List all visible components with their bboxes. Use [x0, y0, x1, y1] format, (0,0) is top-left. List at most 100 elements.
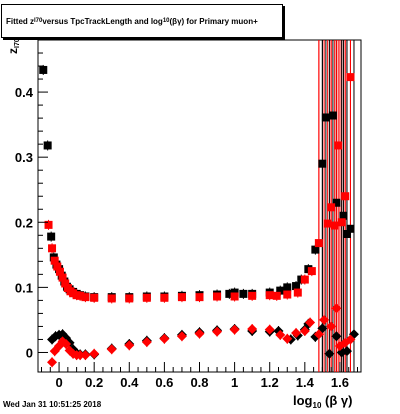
- y-axis-label-main: z: [6, 48, 20, 54]
- y-axis-ticks: 0 0.1 0.2 0.3 0.4: [15, 39, 48, 360]
- y-tick-label: 0: [26, 345, 33, 360]
- square-marker: [195, 293, 204, 302]
- square-marker: [107, 294, 116, 303]
- square-marker: [276, 286, 285, 295]
- diamond-marker: [229, 324, 240, 335]
- square-marker: [225, 289, 234, 298]
- square-marker: [81, 293, 90, 302]
- square-marker: [330, 221, 339, 230]
- square-marker: [265, 291, 274, 300]
- diamond-marker: [61, 339, 72, 350]
- square-marker: [321, 113, 330, 122]
- square-marker: [314, 239, 323, 248]
- square-marker: [323, 219, 332, 228]
- square-marker: [58, 273, 67, 282]
- diamond-marker: [324, 348, 335, 359]
- square-marker: [160, 293, 169, 302]
- chart-title-mid: versus TpcTrackLength and log: [42, 16, 163, 26]
- x-axis-label-post: (β γ): [321, 393, 353, 408]
- x-axis-label: log10 (β γ): [293, 393, 352, 410]
- x-axis-label-pre: log: [293, 393, 313, 408]
- square-marker: [213, 292, 222, 301]
- square-marker: [337, 218, 346, 227]
- y-tick-label: 0.4: [15, 85, 34, 100]
- square-marker: [334, 141, 343, 150]
- square-marker: [293, 288, 302, 297]
- diamond-marker: [299, 325, 310, 336]
- square-marker: [43, 141, 52, 150]
- diamond-marker: [106, 344, 117, 355]
- x-tick-label: 0.6: [155, 375, 173, 390]
- square-marker: [342, 229, 351, 238]
- diamond-marker: [326, 321, 337, 332]
- square-marker: [346, 224, 355, 233]
- square-marker: [50, 256, 59, 265]
- diamond-marker: [159, 333, 170, 344]
- square-marker: [307, 267, 316, 276]
- square-marker: [48, 244, 57, 253]
- diamond-marker: [47, 357, 58, 368]
- chart-title-sub2: 10: [162, 18, 170, 24]
- x-tick-label: 0.8: [190, 375, 208, 390]
- square-marker: [272, 291, 281, 300]
- x-axis-ticks: 0 0.2 0.4 0.6 0.8 1 1.2 1.4 1.6: [41, 362, 358, 390]
- y-tick-label: 0.3: [15, 150, 33, 165]
- square-marker: [248, 291, 257, 300]
- diamond-marker: [345, 334, 356, 345]
- diamond-marker: [89, 348, 100, 359]
- diamond-marker: [75, 350, 86, 361]
- chart-title-pre: Fitted z: [6, 16, 34, 26]
- x-tick-label: 0: [55, 375, 62, 390]
- y-tick-label: 0.2: [15, 215, 33, 230]
- diamond-marker: [264, 324, 275, 335]
- diamond-marker: [341, 346, 352, 357]
- timestamp: Wed Jan 31 10:51:25 2018: [3, 400, 102, 409]
- diamond-marker: [247, 324, 258, 335]
- square-marker: [47, 232, 56, 241]
- square-marker: [230, 292, 239, 301]
- diamond-marker: [291, 327, 302, 338]
- square-marker: [328, 111, 337, 120]
- square-marker: [339, 211, 348, 220]
- chart-title: Fitted z I70 versus TpcTrackLength and lo…: [1, 4, 283, 38]
- x-tick-label: 0.4: [120, 375, 139, 390]
- x-tick-label: 1: [231, 375, 238, 390]
- square-marker: [346, 73, 355, 82]
- diamond-marker: [331, 303, 342, 314]
- x-tick-label: 1.4: [296, 375, 315, 390]
- diamond-marker: [176, 331, 187, 342]
- diamond-marker: [194, 328, 205, 339]
- square-marker: [53, 262, 62, 271]
- chart-title-post: (βγ) for Primary muon+: [169, 16, 258, 26]
- square-marker: [292, 282, 301, 291]
- diamond-marker: [212, 326, 223, 337]
- square-marker: [327, 203, 336, 212]
- x-tick-label: 0.2: [85, 375, 103, 390]
- square-marker: [125, 294, 134, 303]
- chart-title-sub1: I70: [34, 18, 43, 24]
- square-marker: [177, 293, 186, 302]
- diamond-marker: [319, 314, 330, 325]
- square-marker: [61, 279, 70, 288]
- data-markers: [39, 65, 359, 368]
- diamond-marker: [313, 329, 324, 340]
- y-axis-label: zI70: [6, 38, 21, 54]
- square-marker: [142, 293, 151, 302]
- diamond-marker: [141, 337, 152, 348]
- square-marker: [239, 289, 248, 298]
- square-marker: [55, 267, 64, 276]
- square-marker: [332, 198, 341, 207]
- diamond-marker: [80, 350, 91, 361]
- diamond-marker: [331, 331, 342, 342]
- y-tick-label: 0.1: [15, 280, 33, 295]
- square-marker: [318, 159, 327, 168]
- x-tick-label: 1.6: [331, 375, 349, 390]
- square-marker: [76, 291, 85, 300]
- square-marker: [90, 293, 99, 302]
- square-marker: [300, 275, 309, 284]
- x-axis-label-sub: 10: [312, 401, 322, 410]
- square-marker: [311, 245, 320, 254]
- x-tick-label: 1.2: [261, 375, 279, 390]
- square-marker: [39, 65, 48, 74]
- diamond-marker: [282, 333, 293, 344]
